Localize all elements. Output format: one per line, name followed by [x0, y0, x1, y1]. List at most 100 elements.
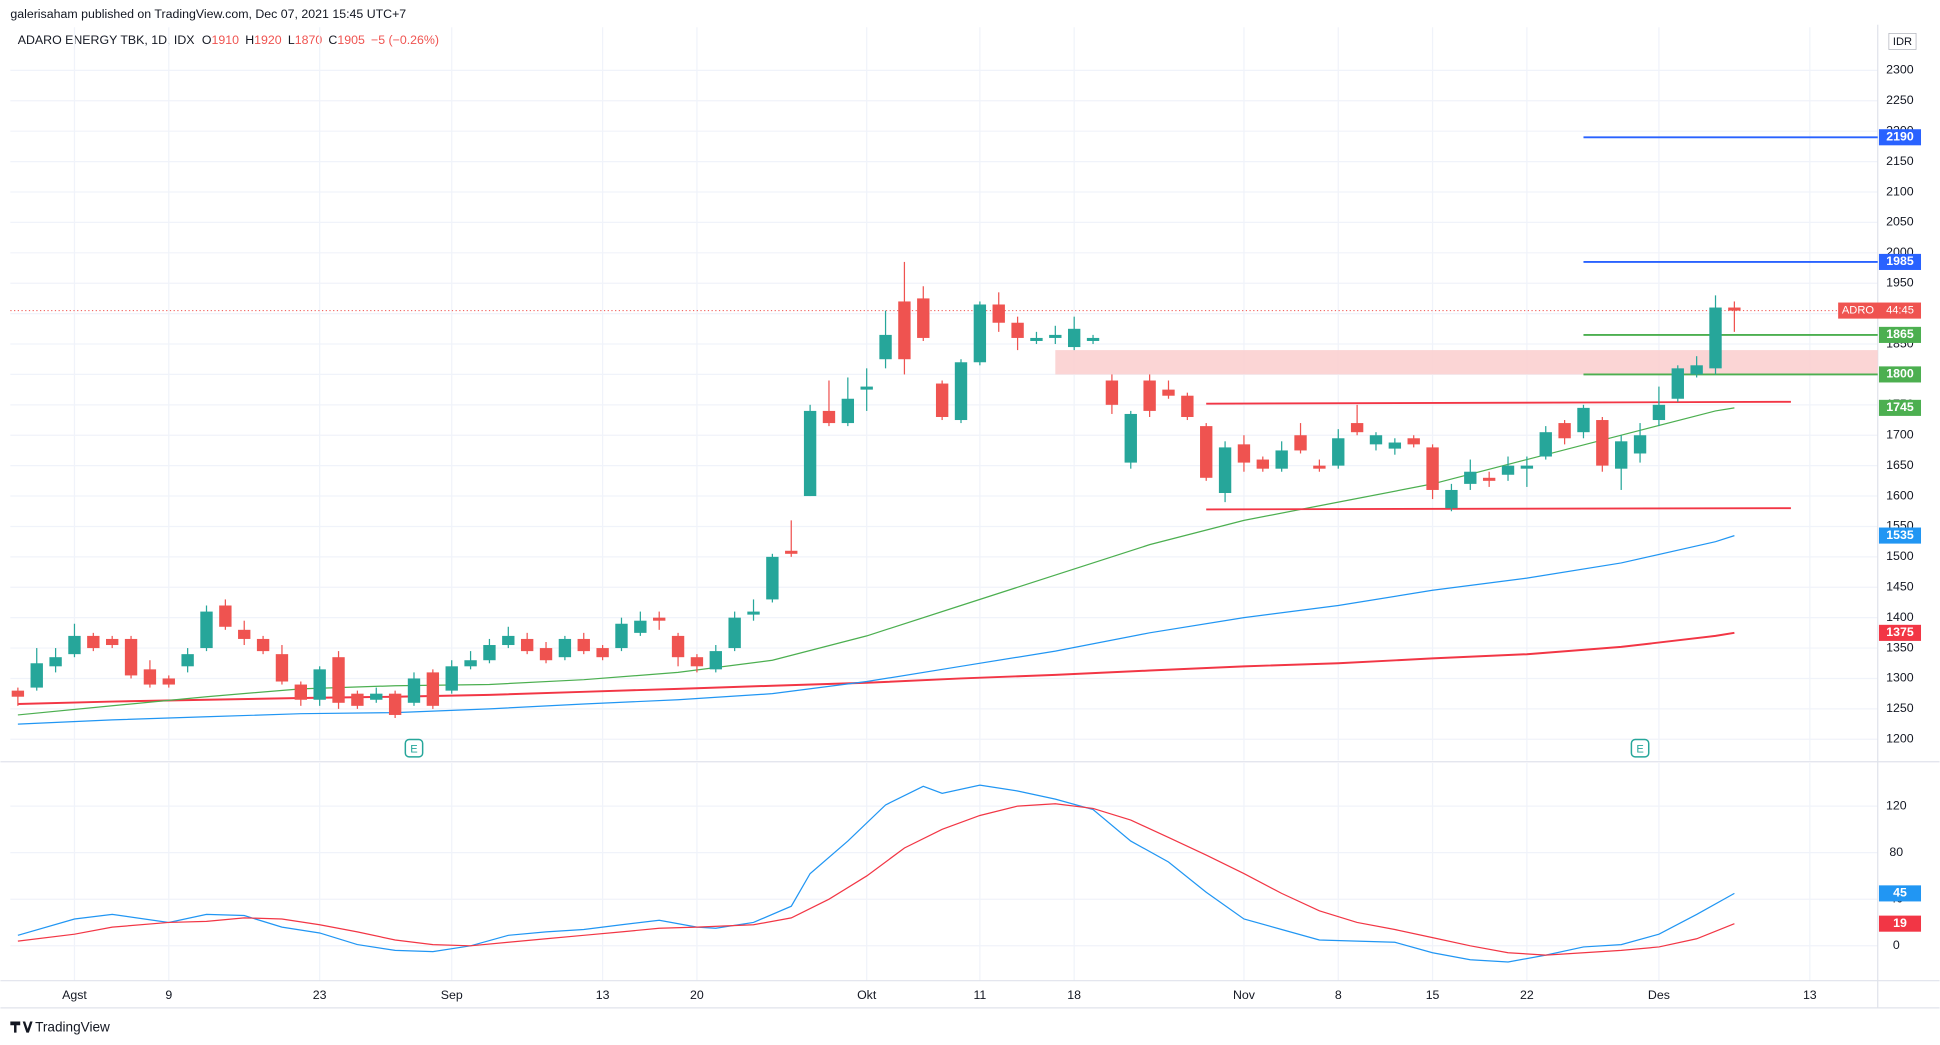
candle-body [426, 672, 440, 706]
oscillator-line [17, 803, 1735, 956]
candle-body [1558, 423, 1571, 439]
candle-body [238, 629, 251, 639]
currency: IDR [1893, 36, 1912, 48]
candle-body [1388, 442, 1402, 449]
earnings-marker [404, 738, 424, 758]
y-tick-label: 2150 [1886, 154, 1914, 168]
price-level-tag-bg [1878, 129, 1922, 146]
candle-body [577, 638, 590, 652]
candle-body [841, 398, 855, 424]
moving-average [17, 535, 1735, 725]
candle-body [766, 556, 779, 600]
candle-body [1709, 307, 1722, 369]
candle-body [332, 657, 345, 703]
candle-body [1615, 441, 1628, 469]
candle-body [1049, 334, 1062, 338]
legend-label: H [245, 33, 254, 47]
candle-body [143, 669, 157, 685]
candle-body [1520, 465, 1534, 469]
ma-tag: 1535 [1886, 528, 1914, 542]
candle-body [671, 635, 685, 658]
trend-line [1206, 400, 1791, 405]
candle-body [313, 669, 326, 700]
earnings-marker [1630, 738, 1650, 758]
candle-body [388, 693, 402, 715]
candle-body [747, 611, 760, 615]
candle-body [539, 648, 553, 661]
candle-body [1105, 380, 1119, 405]
candle-body [1671, 368, 1684, 399]
osc-tag-bg [1878, 885, 1922, 902]
zone [1055, 350, 1878, 375]
candle-body [615, 623, 628, 649]
ma-tag-bg [1878, 399, 1922, 416]
price-level-tag-bg [1878, 253, 1922, 270]
symbol-legend: ADARO ENERGY TBK, 1D, IDX O1910 H1920 L1870… [18, 33, 439, 47]
y-tick-label: 2250 [1886, 93, 1914, 107]
candle-body [1237, 444, 1251, 463]
osc-tag: 19 [1893, 916, 1907, 930]
x-tick-label: 9 [165, 988, 172, 1002]
candle-body [1652, 404, 1666, 421]
legend-change: −5 (−0.26%) [371, 33, 439, 47]
osc-tag-bg [1878, 915, 1922, 932]
legend-label: L [288, 33, 295, 47]
candle-body [728, 617, 741, 649]
legend-value: 1870 [295, 33, 323, 47]
price-level-tag: 1865 [1886, 327, 1914, 341]
earnings-label: E [1636, 743, 1643, 755]
legend-label: O [202, 33, 212, 47]
y-tick-label: 1300 [1886, 671, 1914, 685]
candle-body [1369, 435, 1383, 445]
y-tick-label: 1950 [1886, 275, 1914, 289]
logo-icon [10, 1021, 33, 1033]
x-tick-label: Okt [857, 988, 877, 1002]
candle-body [1124, 413, 1137, 463]
candle-body [596, 648, 609, 658]
earnings-label: E [410, 743, 417, 755]
y-tick-label: 1650 [1886, 458, 1914, 472]
x-tick-label: 15 [1426, 988, 1440, 1002]
x-tick-label: 13 [1803, 988, 1817, 1002]
candle-body [68, 635, 81, 655]
symbol: ADARO ENERGY TBK, 1D, IDX [18, 33, 195, 47]
candle-body [106, 638, 119, 646]
candle-body [1200, 426, 1213, 478]
candle-body [181, 654, 194, 667]
y-tick-label: 1600 [1886, 488, 1914, 502]
y-tick-label: 2100 [1886, 184, 1914, 198]
candle-body [898, 301, 911, 360]
candle-body [1350, 423, 1364, 433]
candle-body [1728, 307, 1741, 311]
x-tick-label: Sep [441, 988, 463, 1002]
candle-body [1596, 420, 1609, 466]
candle-body [1577, 407, 1590, 433]
candle-body [256, 638, 270, 652]
candle-body [445, 666, 458, 691]
price-level-tag-bg [1878, 366, 1922, 383]
candle-body [219, 605, 232, 627]
candle-body [653, 617, 666, 621]
ma-tag-bg [1878, 624, 1922, 641]
y-tick-label: 2050 [1886, 215, 1914, 229]
candle-body [1275, 450, 1288, 469]
candle-body [294, 684, 307, 700]
x-tick-label: 13 [596, 988, 610, 1002]
x-tick-label: Des [1648, 988, 1670, 1002]
candle-body [87, 635, 100, 649]
osc-tick-label: 120 [1886, 798, 1907, 812]
candle-body [1162, 389, 1175, 396]
legend-value: 1920 [254, 33, 282, 47]
candle-body [1426, 447, 1439, 490]
candle-body [1294, 435, 1307, 451]
candle-body [973, 304, 987, 363]
y-tick-label: 1200 [1886, 732, 1914, 746]
y-tick-label: 1350 [1886, 640, 1914, 654]
candle-body [1256, 459, 1269, 469]
ma-tag-bg [1878, 527, 1922, 544]
candle-body [11, 690, 25, 697]
trend-line [1206, 507, 1791, 511]
candle-body [992, 304, 1005, 323]
price-level-tag: 1800 [1886, 367, 1914, 381]
